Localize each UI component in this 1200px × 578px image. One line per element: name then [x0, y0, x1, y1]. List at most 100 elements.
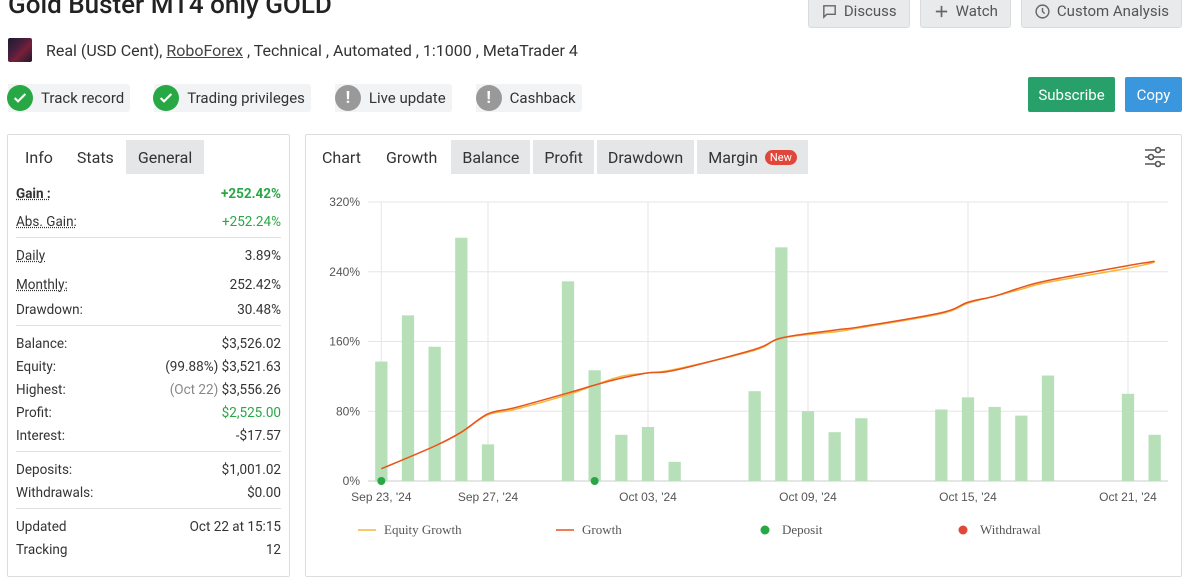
- badge-label: Trading privileges: [187, 89, 305, 107]
- growth-bar: [561, 281, 575, 481]
- check-icon: [153, 85, 180, 111]
- verification-badges: Track record Trading privileges ! Live u…: [7, 84, 582, 112]
- system-avatar: [8, 38, 32, 62]
- tab-growth[interactable]: Growth: [385, 147, 438, 167]
- tab-margin[interactable]: Margin New: [697, 140, 808, 174]
- chat-icon: [822, 4, 836, 19]
- tracking-label: Tracking: [16, 541, 68, 558]
- y-tick-label: 160%: [329, 335, 360, 349]
- tab-profit[interactable]: Profit: [533, 140, 594, 174]
- badge-trading-privileges[interactable]: Trading privileges: [153, 84, 311, 112]
- growth-bar: [855, 418, 868, 481]
- highest-date: (Oct 22): [169, 381, 219, 398]
- x-tick-label: Oct 21, '24: [1099, 490, 1157, 504]
- drawdown-label: Drawdown:: [16, 301, 83, 318]
- highest-label: Highest:: [16, 381, 66, 398]
- growth-bar: [641, 426, 655, 481]
- balance-label: Balance:: [16, 335, 68, 352]
- growth-bar: [828, 432, 841, 481]
- legend-label: Growth: [582, 522, 622, 537]
- plus-icon: [935, 5, 947, 17]
- stats-list: Gain : +252.42% Abs. Gain: +252.24% Daily 3…: [8, 182, 289, 561]
- daily-label[interactable]: Daily: [16, 247, 46, 264]
- x-tick-label: Sep 23, '24: [351, 490, 412, 504]
- gain-label[interactable]: Gain :: [16, 185, 51, 202]
- growth-chart: 0% 80% 160% 240% 320% Sep 23, '24 Sep 27, '24 O…: [329, 195, 1168, 537]
- x-tick-label: Sep 27, '24: [458, 490, 519, 504]
- growth-bar: [615, 434, 628, 481]
- deposit-marker: [377, 477, 386, 485]
- exclamation-icon: !: [334, 85, 361, 111]
- gain-value: +252.42%: [221, 185, 281, 202]
- growth-line: [381, 260, 1155, 470]
- badge-label: Track record: [41, 89, 125, 107]
- equity-percent: (99.88%): [165, 358, 219, 375]
- x-tick-label: Oct 09, '24: [779, 490, 837, 504]
- watch-button[interactable]: Watch: [919, 0, 1011, 28]
- legend-label: Withdrawal: [980, 522, 1041, 537]
- abs-gain-value: +252.24%: [221, 213, 281, 230]
- y-tick-label: 240%: [329, 265, 360, 279]
- legend-label: Deposit: [782, 522, 823, 537]
- subscription-actions: Subscribe Copy: [1028, 77, 1182, 112]
- copy-button[interactable]: Copy: [1125, 77, 1182, 112]
- growth-bar: [935, 409, 948, 481]
- growth-bar: [428, 346, 441, 481]
- tab-drawdown[interactable]: Drawdown: [596, 140, 695, 174]
- tab-info[interactable]: Info: [25, 147, 53, 167]
- account-type: Real (USD Cent),: [46, 40, 163, 60]
- account-info: Real (USD Cent), RoboForex , Technical ,…: [8, 38, 578, 62]
- growth-bar: [961, 397, 975, 481]
- custom-analysis-label: Custom Analysis: [1056, 2, 1169, 20]
- abs-gain-label[interactable]: Abs. Gain:: [16, 213, 77, 230]
- new-badge: New: [764, 149, 797, 165]
- growth-bar: [481, 444, 495, 481]
- equity-value: $3,521.63: [221, 358, 281, 375]
- badge-cashback[interactable]: ! Cashback: [475, 84, 582, 112]
- withdrawals-value: $0.00: [247, 484, 281, 501]
- y-tick-label: 320%: [329, 195, 360, 209]
- badge-track-record[interactable]: Track record: [7, 84, 131, 112]
- deposits-label: Deposits:: [16, 461, 73, 478]
- growth-bar: [775, 247, 788, 481]
- tab-stats[interactable]: Stats: [64, 140, 126, 174]
- balance-value: $3,526.02: [221, 335, 281, 352]
- y-tick-label: 0%: [343, 474, 361, 488]
- growth-bar: [668, 461, 681, 481]
- custom-analysis-button[interactable]: Custom Analysis: [1020, 0, 1182, 28]
- deposits-value: $1,001.02: [221, 461, 281, 478]
- legend-withdrawal-swatch: [958, 525, 968, 535]
- discuss-button[interactable]: Discuss: [807, 0, 910, 28]
- badge-label: Cashback: [509, 89, 576, 107]
- tab-general[interactable]: General: [125, 140, 205, 174]
- tab-margin-label: Margin: [708, 147, 758, 167]
- tab-balance[interactable]: Balance: [451, 140, 531, 174]
- top-actions: Discuss Watch Custom Analysis: [807, 0, 1182, 28]
- badge-label: Live update: [368, 89, 446, 107]
- interest-value: -$17.57: [235, 427, 281, 444]
- legend-label: Equity Growth: [384, 522, 462, 537]
- monthly-label[interactable]: Monthly:: [16, 276, 68, 293]
- exclamation-icon: !: [475, 85, 502, 111]
- stats-tabs: Info Stats General: [13, 140, 289, 180]
- growth-bar: [588, 370, 601, 481]
- growth-bar: [1148, 434, 1161, 481]
- badge-live-update[interactable]: ! Live update: [334, 84, 452, 112]
- drawdown-value: 30.48%: [237, 301, 281, 318]
- growth-bar: [988, 406, 1001, 481]
- updated-label: Updated: [16, 518, 67, 535]
- broker-link[interactable]: RoboForex: [166, 40, 243, 60]
- legend-deposit-swatch: [760, 525, 770, 535]
- highest-value: $3,556.26: [221, 381, 281, 398]
- chart-panel: Chart Growth Balance Profit Drawdown Mar…: [305, 134, 1182, 577]
- equity-label: Equity:: [16, 358, 57, 375]
- updated-value: Oct 22 at 15:15: [189, 518, 281, 535]
- divider: [16, 237, 281, 238]
- watch-label: Watch: [955, 2, 998, 20]
- divider: [16, 451, 281, 452]
- growth-bar: [1015, 415, 1028, 481]
- x-tick-label: Oct 03, '24: [619, 490, 677, 504]
- tab-chart[interactable]: Chart: [322, 147, 361, 167]
- subscribe-button[interactable]: Subscribe: [1028, 77, 1115, 112]
- chart-settings-icon[interactable]: [1143, 145, 1167, 169]
